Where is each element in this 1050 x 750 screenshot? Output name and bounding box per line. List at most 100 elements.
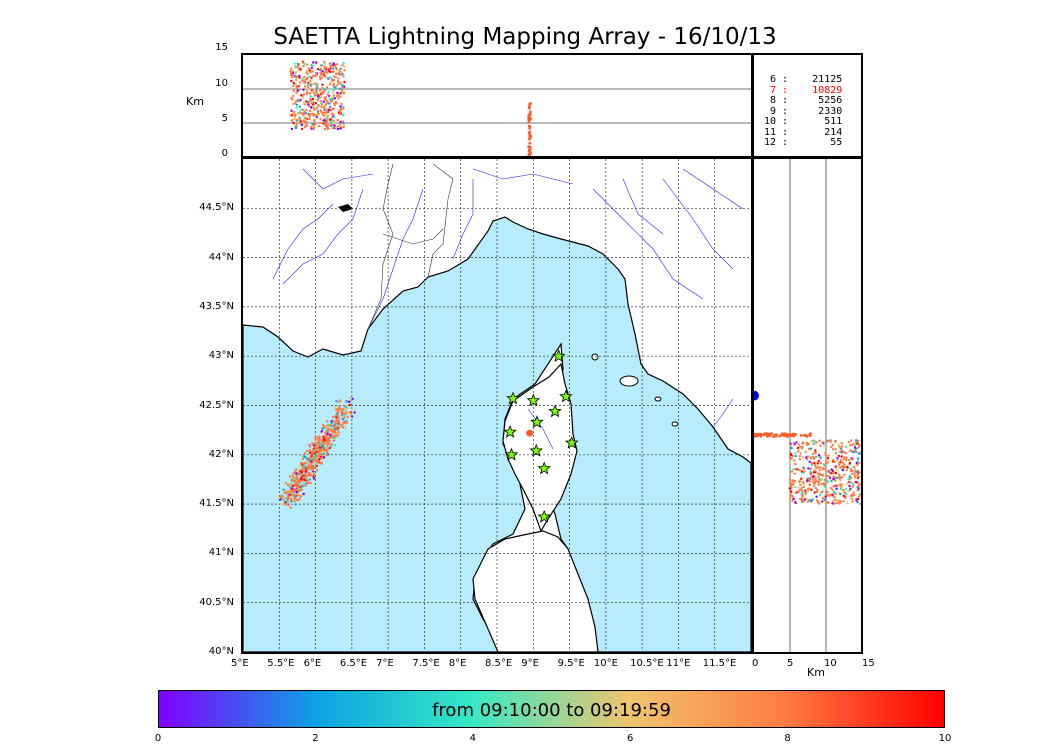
lightning-point [831, 448, 835, 451]
lightning-point [812, 475, 815, 478]
lightning-point [818, 439, 821, 442]
lightning-point [809, 467, 812, 470]
longitude-tick: 11°E [666, 658, 691, 669]
lightning-point [289, 113, 292, 117]
lightning-point [303, 126, 307, 129]
lightning-point [831, 443, 834, 447]
lightning-point [295, 91, 298, 94]
lightning-point [291, 119, 294, 122]
lightning-point [839, 450, 842, 454]
lightning-point [325, 67, 328, 70]
lightning-point [838, 462, 841, 465]
rivers [272, 168, 744, 450]
lightning-point [294, 124, 298, 128]
lightning-point [321, 427, 325, 430]
colorbar-tick: 0 [154, 733, 162, 744]
lightning-point [298, 88, 301, 91]
lightning-point [849, 467, 853, 471]
lightning-point [290, 76, 294, 79]
lightning-point [308, 449, 312, 453]
lightning-point [856, 481, 859, 484]
lightning-point [322, 455, 325, 459]
lightning-point [318, 458, 321, 461]
lightning-point [849, 444, 852, 447]
lightning-point [310, 76, 313, 79]
lightning-point [527, 145, 531, 149]
lightning-point [814, 449, 817, 452]
lightning-point [835, 487, 838, 490]
lightning-point [320, 449, 323, 452]
lightning-point [338, 72, 341, 75]
lightning-point [843, 451, 846, 454]
lightning-point [293, 479, 296, 482]
lightning-point [793, 432, 796, 436]
lightning-point [346, 406, 349, 410]
lightning-point [334, 75, 337, 79]
lightning-point [339, 95, 342, 98]
lightning-point [298, 81, 302, 84]
lightning-point [797, 443, 800, 446]
lightning-point [323, 105, 326, 108]
lightning-point [342, 62, 345, 65]
lightning-point [329, 118, 332, 121]
lightning-point [319, 121, 322, 124]
altitude-latitude-panel [752, 157, 863, 654]
lightning-point [326, 127, 329, 131]
lightning-point [292, 476, 296, 479]
lightning-point [322, 100, 325, 103]
lightning-point [810, 488, 813, 491]
lightning-point [337, 81, 340, 84]
lightning-point [326, 124, 329, 127]
lightning-point [324, 98, 327, 101]
lightning-point [791, 495, 795, 498]
lightning-point [298, 489, 301, 492]
lightning-point [334, 423, 337, 426]
lightning-point [850, 497, 854, 500]
lightning-point [287, 496, 290, 499]
latitude-tick: 41°N [208, 547, 234, 559]
lightning-point [802, 500, 805, 503]
lightning-point [329, 434, 332, 437]
lightning-point [343, 91, 346, 94]
map-plot [243, 159, 751, 652]
lightning-point [848, 488, 852, 492]
lightning-point [298, 121, 301, 125]
lightning-point [814, 487, 818, 490]
lightning-point [332, 82, 336, 86]
lightning-point [299, 495, 303, 498]
lightning-point [800, 486, 803, 490]
lightning-point [810, 463, 814, 467]
lightning-point [800, 434, 803, 437]
lightning-point [527, 115, 531, 119]
lightning-point [308, 117, 311, 121]
lightning-point [794, 462, 797, 466]
lightning-point [815, 495, 818, 498]
lightning-point [315, 462, 318, 465]
lightning-point [832, 475, 835, 478]
lightning-point [329, 424, 332, 428]
lightning-point [831, 500, 835, 503]
lightning-point [312, 466, 316, 469]
lightning-point [852, 465, 856, 469]
lightning-point [830, 472, 833, 475]
lightning-point [343, 80, 346, 84]
lightning-point [819, 473, 823, 476]
lightning-point [824, 495, 827, 498]
lightning-point [327, 436, 330, 440]
lightning-point [813, 469, 817, 472]
lightning-point [296, 485, 299, 489]
lightning-point [341, 86, 344, 89]
lightning-point [826, 494, 829, 497]
lightning-point [309, 95, 313, 98]
lightning-point [844, 458, 848, 462]
lightning-point [308, 445, 312, 448]
lightning-point [851, 443, 854, 447]
lightning-point [824, 468, 827, 471]
longitude-tick: 10°E [593, 658, 618, 669]
lightning-point [826, 457, 830, 460]
lightning-point [301, 108, 305, 112]
station-star [537, 461, 551, 475]
lightning-point [339, 105, 342, 108]
alt-tick-10: 10 [215, 78, 228, 89]
lightning-point [803, 433, 806, 437]
